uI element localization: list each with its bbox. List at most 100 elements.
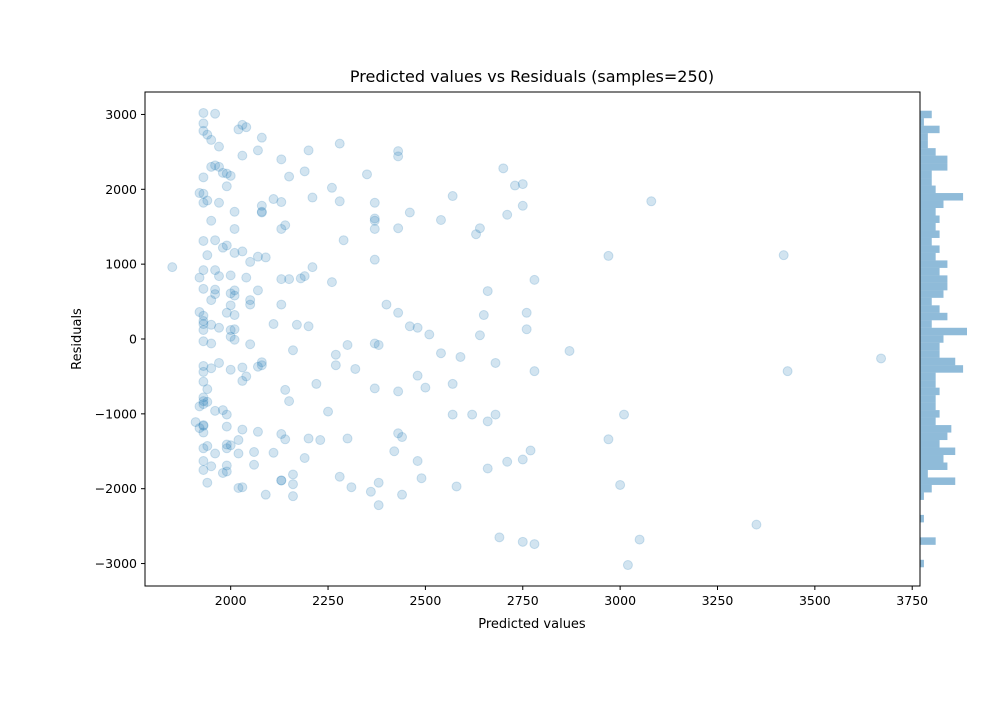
histogram-bar bbox=[920, 155, 948, 164]
scatter-point bbox=[334, 471, 345, 482]
scatter-point bbox=[529, 274, 540, 285]
scatter-point bbox=[198, 316, 209, 327]
scatter-point bbox=[206, 215, 217, 226]
scatter-point bbox=[213, 322, 224, 333]
histogram-bar bbox=[920, 455, 944, 463]
scatter-point bbox=[221, 443, 232, 454]
scatter-point bbox=[225, 288, 236, 299]
scatter-point bbox=[276, 429, 287, 440]
scatter-point bbox=[217, 167, 228, 178]
scatter-point bbox=[416, 473, 427, 484]
scatter-point bbox=[622, 560, 633, 571]
scatter-point bbox=[303, 433, 314, 444]
scatter-point bbox=[291, 319, 302, 330]
scatter-point bbox=[778, 250, 789, 261]
scatter-point bbox=[237, 424, 248, 435]
scatter-point bbox=[233, 124, 244, 135]
scatter-point bbox=[397, 489, 408, 500]
scatter-point bbox=[229, 223, 240, 234]
scatter-point bbox=[229, 247, 240, 258]
histogram-bar bbox=[920, 163, 948, 171]
histogram-bar bbox=[920, 208, 936, 216]
y-axis-ticks: −3000 −2000 −1000 0 1000 2000 3000 bbox=[95, 107, 145, 571]
scatter-point bbox=[198, 376, 209, 387]
scatter-point bbox=[213, 141, 224, 152]
scatter-point bbox=[447, 409, 458, 420]
scatter-point bbox=[198, 319, 209, 330]
scatter-point bbox=[404, 321, 415, 332]
histogram-bar bbox=[920, 440, 940, 448]
scatter-point bbox=[198, 420, 209, 431]
scatter-point bbox=[237, 375, 248, 386]
histogram-bar bbox=[920, 387, 940, 396]
scatter-point bbox=[225, 300, 236, 311]
histogram-layer bbox=[920, 110, 967, 568]
scatter-point bbox=[190, 417, 201, 428]
scatter-point bbox=[221, 466, 232, 477]
scatter-point bbox=[206, 161, 217, 172]
scatter-point bbox=[276, 274, 287, 285]
scatter-point bbox=[482, 286, 493, 297]
x-tick-label: 2500 bbox=[409, 593, 441, 608]
histogram-bar bbox=[920, 185, 936, 194]
scatter-point bbox=[237, 119, 248, 130]
scatter-point bbox=[404, 207, 415, 218]
scatter-point bbox=[202, 441, 213, 452]
x-axis-label: Predicted values bbox=[478, 617, 586, 632]
scatter-point bbox=[373, 500, 384, 511]
histogram-bar bbox=[920, 342, 940, 351]
histogram-bar bbox=[920, 447, 956, 456]
x-tick-label: 2000 bbox=[215, 593, 247, 608]
scatter-point bbox=[217, 405, 228, 416]
x-tick-label: 2250 bbox=[312, 593, 344, 608]
histogram-bar bbox=[920, 222, 936, 231]
scatter-point bbox=[245, 256, 256, 267]
scatter-point bbox=[210, 235, 221, 246]
scatter-point bbox=[521, 324, 532, 335]
histogram-bar bbox=[920, 290, 944, 298]
scatter-point bbox=[490, 357, 501, 368]
scatter-point bbox=[478, 310, 489, 321]
y-tick-label: −2000 bbox=[95, 481, 137, 496]
histogram-bar bbox=[920, 312, 948, 321]
scatter-point bbox=[373, 339, 384, 350]
scatter-point bbox=[299, 271, 310, 282]
scatter-point bbox=[412, 370, 423, 381]
scatter-point bbox=[498, 163, 509, 174]
scatter-point bbox=[276, 475, 287, 486]
scatter-point bbox=[471, 229, 482, 240]
histogram-bar bbox=[920, 462, 948, 470]
scatter-point bbox=[241, 122, 252, 133]
y-tick-label: 1000 bbox=[105, 257, 137, 272]
scatter-point bbox=[252, 426, 263, 437]
scatter-point bbox=[221, 168, 232, 179]
scatter-point bbox=[225, 364, 236, 375]
histogram-bar bbox=[920, 193, 964, 201]
scatter-point bbox=[280, 384, 291, 395]
histogram-bar bbox=[920, 125, 940, 134]
scatter-point bbox=[369, 197, 380, 208]
scatter-point bbox=[435, 214, 446, 225]
scatter-point bbox=[260, 489, 271, 500]
scatter-point bbox=[284, 274, 295, 285]
scatter-point bbox=[221, 240, 232, 251]
scatter-point bbox=[241, 371, 252, 382]
scatter-point bbox=[198, 265, 209, 276]
scatter-point bbox=[876, 353, 887, 364]
histogram-bar bbox=[920, 133, 928, 141]
histogram-bar bbox=[920, 402, 936, 411]
scatter-point bbox=[412, 456, 423, 467]
scatter-point bbox=[564, 345, 575, 356]
scatter-point bbox=[455, 351, 466, 362]
scatter-point bbox=[350, 363, 361, 374]
scatter-point bbox=[474, 330, 485, 341]
scatter-point bbox=[198, 325, 209, 336]
scatter-point bbox=[393, 428, 404, 439]
y-tick-label: 2000 bbox=[105, 182, 137, 197]
x-tick-label: 2750 bbox=[507, 593, 539, 608]
scatter-point bbox=[198, 360, 209, 371]
y-tick-label: −1000 bbox=[95, 406, 137, 421]
scatter-point bbox=[342, 433, 353, 444]
scatter-point bbox=[467, 409, 478, 420]
